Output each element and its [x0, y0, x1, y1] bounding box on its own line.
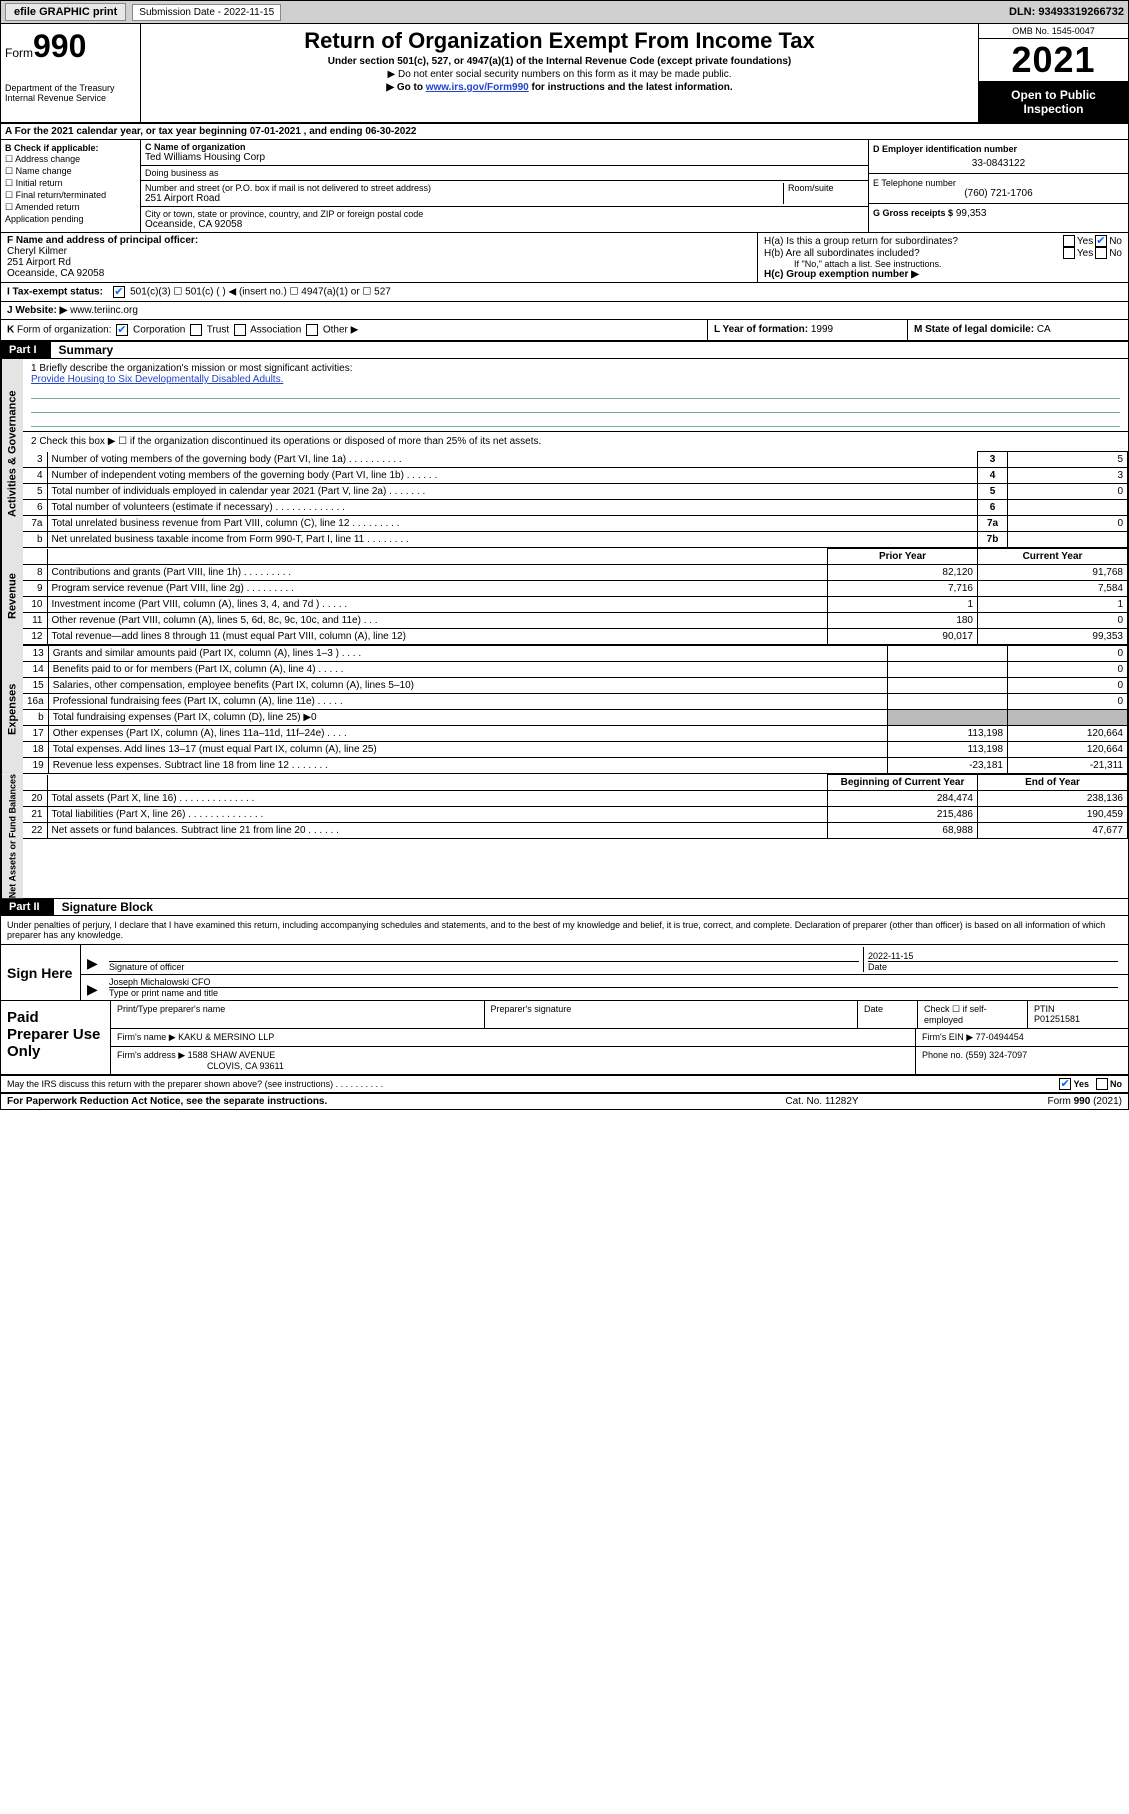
- penalties-text: Under penalties of perjury, I declare th…: [1, 916, 1128, 945]
- form-subtitle: Under section 501(c), 527, or 4947(a)(1)…: [147, 56, 972, 67]
- section-expenses: Expenses 13 Grants and similar amounts p…: [1, 645, 1128, 774]
- gross-receipts: 99,353: [956, 208, 987, 219]
- other-checkbox[interactable]: [306, 324, 318, 336]
- hb-no-checkbox[interactable]: [1095, 247, 1107, 259]
- discuss-no-checkbox[interactable]: [1096, 1078, 1108, 1090]
- paid-preparer-block: Paid Preparer Use Only Print/Type prepar…: [1, 1001, 1128, 1076]
- ha-no-checkbox[interactable]: [1095, 235, 1107, 247]
- table-revenue: Prior Year Current Year8 Contributions a…: [23, 548, 1128, 645]
- firm-addr2: CLOVIS, CA 93611: [117, 1061, 284, 1071]
- row-j-website: J Website: ▶ www.teriinc.org: [1, 302, 1128, 320]
- telephone: (760) 721-1706: [873, 188, 1124, 199]
- hb-yes-checkbox[interactable]: [1063, 247, 1075, 259]
- 501c3-checkbox[interactable]: [113, 286, 125, 298]
- part2-header: Part II Signature Block: [1, 899, 1128, 916]
- note-link: ▶ Go to www.irs.gov/Form990 for instruct…: [147, 82, 972, 93]
- sign-date: 2022-11-15: [868, 951, 1118, 961]
- firm-addr1: 1588 SHAW AVENUE: [188, 1050, 276, 1060]
- row-klm: K Form of organization: Corporation Trus…: [1, 320, 1128, 342]
- ein: 33-0843122: [873, 154, 1124, 169]
- row-fh: F Name and address of principal officer:…: [1, 233, 1128, 283]
- efile-button[interactable]: efile GRAPHIC print: [5, 3, 126, 21]
- row-a-tax-year: A For the 2021 calendar year, or tax yea…: [1, 124, 1128, 140]
- omb-number: OMB No. 1545-0047: [979, 24, 1128, 39]
- assoc-checkbox[interactable]: [234, 324, 246, 336]
- section-activities: Activities & Governance 1 Briefly descri…: [1, 359, 1128, 548]
- submission-date-label: Submission Date - 2022-11-15: [132, 4, 281, 21]
- trust-checkbox[interactable]: [190, 324, 202, 336]
- mission-text: Provide Housing to Six Developmentally D…: [31, 374, 1120, 385]
- top-toolbar: efile GRAPHIC print Submission Date - 20…: [1, 1, 1128, 24]
- form-title: Return of Organization Exempt From Incom…: [147, 28, 972, 54]
- discuss-yes-checkbox[interactable]: [1059, 1078, 1071, 1090]
- col-b-checkboxes: B Check if applicable: ☐ Address change …: [1, 140, 141, 232]
- table-net-assets: Beginning of Current Year End of Year20 …: [23, 774, 1128, 839]
- ha-yes-checkbox[interactable]: [1063, 235, 1075, 247]
- firm-phone: (559) 324-7097: [966, 1050, 1028, 1060]
- table-expenses: 13 Grants and similar amounts paid (Part…: [23, 645, 1128, 774]
- dln: DLN: 93493319266732: [1009, 6, 1124, 18]
- firm-ein: 77-0494454: [976, 1032, 1024, 1042]
- col-d-ein: D Employer identification number 33-0843…: [868, 140, 1128, 232]
- col-c-org-info: C Name of organization Ted Williams Hous…: [141, 140, 868, 232]
- footer: For Paperwork Reduction Act Notice, see …: [1, 1094, 1128, 1109]
- table-activities: 3 Number of voting members of the govern…: [23, 451, 1128, 548]
- section-net-assets: Net Assets or Fund Balances Beginning of…: [1, 774, 1128, 899]
- dept-treasury: Department of the Treasury Internal Reve…: [5, 83, 136, 103]
- tax-year: 2021: [979, 39, 1128, 82]
- sign-here-block: Sign Here ▶ Signature of officer 2022-11…: [1, 945, 1128, 1001]
- officer-name-title: Joseph Michalowski CFO: [109, 977, 1118, 987]
- org-street: 251 Airport Road: [145, 193, 779, 204]
- row-i-tax-status: I Tax-exempt status: 501(c)(3) ☐ 501(c) …: [1, 283, 1128, 302]
- public-inspection: Open to Public Inspection: [979, 82, 1128, 122]
- ptin: P01251581: [1034, 1014, 1122, 1024]
- org-city: Oceanside, CA 92058: [145, 219, 864, 230]
- block-bcd: B Check if applicable: ☐ Address change …: [1, 140, 1128, 233]
- officer-name: Cheryl Kilmer: [7, 246, 751, 257]
- part1-header: Part I Summary: [1, 342, 1128, 359]
- irs-link[interactable]: www.irs.gov/Form990: [426, 82, 529, 93]
- form-number: Form990: [5, 28, 136, 65]
- discuss-row: May the IRS discuss this return with the…: [1, 1076, 1128, 1094]
- website: www.teriinc.org: [70, 305, 138, 316]
- org-name: Ted Williams Housing Corp: [145, 152, 864, 163]
- firm-name: KAKU & MERSINO LLP: [178, 1032, 274, 1042]
- corp-checkbox[interactable]: [116, 324, 128, 336]
- section-revenue: Revenue Prior Year Current Year8 Contrib…: [1, 548, 1128, 645]
- form-header: Form990 Department of the Treasury Inter…: [1, 24, 1128, 124]
- note-ssn: ▶ Do not enter social security numbers o…: [147, 69, 972, 80]
